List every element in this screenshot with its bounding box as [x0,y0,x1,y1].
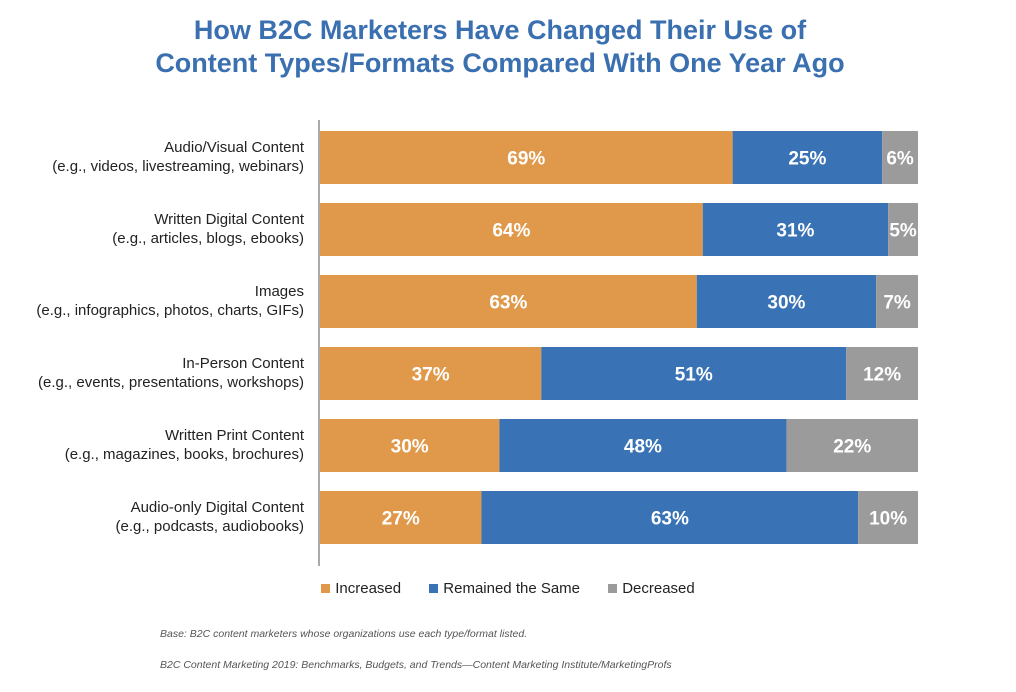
legend-label-increased: Increased [335,580,402,597]
category-label-6-line-2: (e.g., podcasts, audiobooks) [116,518,304,535]
bar-same-2 [702,203,889,256]
category-label-4-line-2: (e.g., events, presentations, workshops) [38,374,304,391]
bar-same-5 [499,419,787,472]
bar-decreased-5 [786,419,918,472]
legend-swatch-same [429,583,439,593]
bar-increased-6 [320,491,482,544]
data-label-same-4: 51% [675,365,713,386]
legend-swatch-increased [321,583,331,593]
category-label-4-line-1: In-Person Content [182,355,305,372]
legend-label-decreased: Decreased [622,580,695,597]
bar-same-6 [481,491,859,544]
category-label-2-line-1: Written Digital Content [154,211,305,228]
legend-label-same: Remained the Same [443,580,581,597]
footnote-base: Base: B2C content marketers whose organi… [160,628,528,640]
bar-decreased-6 [858,491,918,544]
data-label-increased-2: 64% [492,221,530,242]
data-label-increased-4: 37% [412,365,450,386]
category-label-5-line-2: (e.g., magazines, books, brochures) [65,446,304,463]
chart-title: How B2C Marketers Have Changed Their Use… [0,14,1000,80]
bar-increased-4 [320,347,542,400]
category-label-2-line-2: (e.g., articles, blogs, ebooks) [112,230,304,247]
legend-item-decreased: Decreased [608,580,695,597]
legend-item-increased: Increased [321,580,401,597]
chart-title-line-1: How B2C Marketers Have Changed Their Use… [193,15,807,45]
category-label-6-line-1: Audio-only Digital Content [131,499,305,516]
data-label-increased-6: 27% [382,509,420,530]
bar-decreased-3 [876,275,918,328]
category-label-3-line-2: (e.g., infographics, photos, charts, GIF… [36,302,304,319]
chart-title-line-2: Content Types/Formats Compared With One … [155,48,845,78]
data-label-decreased-2: 5% [889,221,917,242]
data-label-same-3: 30% [767,293,805,314]
bar-increased-2 [320,203,703,256]
footnote-source: B2C Content Marketing 2019: Benchmarks, … [160,659,672,671]
bar-decreased-1 [882,131,918,184]
data-label-increased-3: 63% [489,293,527,314]
category-label-1-line-1: Audio/Visual Content [164,139,305,156]
bar-increased-1 [320,131,733,184]
bar-same-1 [732,131,883,184]
legend-item-same: Remained the Same [429,580,580,597]
data-label-decreased-1: 6% [886,149,914,170]
bar-increased-5 [320,419,500,472]
data-label-decreased-4: 12% [863,365,901,386]
stacked-bar-chart: Audio/Visual Content (e.g., videos, lives… [36,120,918,566]
legend: Increased Remained the Same Decreased [0,580,1016,597]
category-label-5-line-1: Written Print Content [165,427,305,444]
data-label-decreased-5: 22% [833,437,871,458]
bar-same-4 [541,347,847,400]
data-label-increased-5: 30% [391,437,429,458]
bar-same-3 [696,275,877,328]
bar-increased-3 [320,275,697,328]
category-label-1-line-2: (e.g., videos, livestreaming, webinars) [52,158,304,175]
category-label-3-line-1: Images [255,283,304,300]
data-label-decreased-3: 7% [883,293,911,314]
bar-decreased-4 [846,347,918,400]
data-label-same-5: 48% [624,437,662,458]
bar-decreased-2 [888,203,918,256]
data-label-same-6: 63% [651,509,689,530]
legend-swatch-decreased [608,583,618,593]
data-label-decreased-6: 10% [869,509,907,530]
data-label-increased-1: 69% [507,149,545,170]
data-label-same-2: 31% [776,221,814,242]
data-label-same-1: 25% [788,149,826,170]
